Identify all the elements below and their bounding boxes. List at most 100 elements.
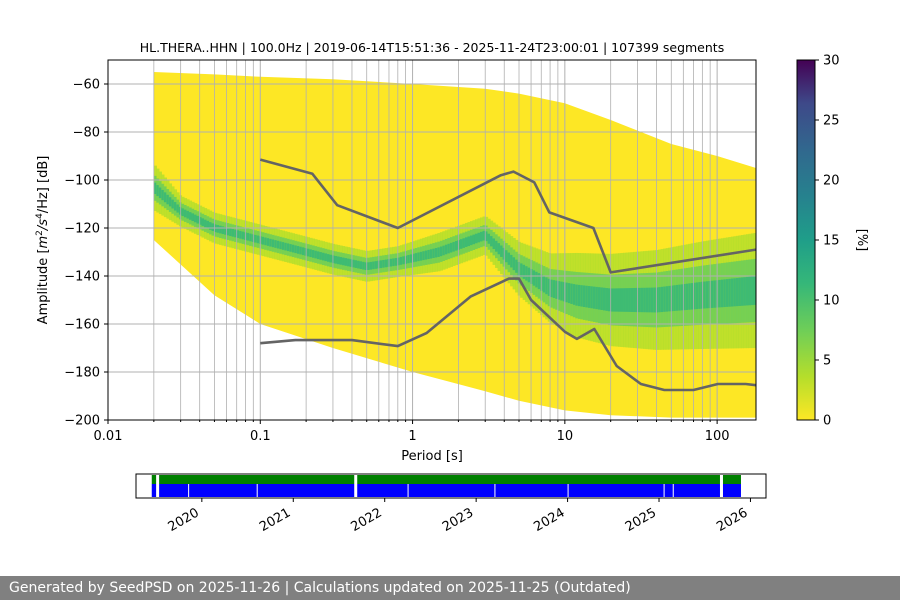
- density-cell: [226, 227, 230, 236]
- density-cell: [713, 280, 717, 308]
- density-cell: [206, 220, 210, 229]
- density-cell: [274, 240, 278, 248]
- availability-minor-gap: [407, 484, 409, 497]
- density-cell: [397, 257, 401, 266]
- density-cell: [279, 241, 283, 250]
- density-cell: [264, 237, 268, 246]
- availability-tick-label: 2021: [257, 505, 293, 535]
- density-cell: [693, 282, 697, 310]
- availability-minor-gap: [494, 484, 496, 497]
- density-cell: [191, 213, 195, 222]
- density-cell: [309, 249, 313, 258]
- density-cell: [209, 222, 213, 230]
- y-tick-label: −200: [64, 414, 100, 429]
- density-cell: [510, 254, 514, 268]
- density-cell: [623, 288, 627, 312]
- density-cell: [219, 225, 223, 234]
- x-tick-label: 1: [408, 429, 416, 444]
- density-cell: [201, 218, 205, 227]
- density-cell: [211, 223, 215, 232]
- density-cell: [399, 256, 403, 265]
- density-cell: [600, 287, 604, 310]
- density-cell: [610, 288, 614, 312]
- density-cell: [352, 259, 356, 268]
- x-ticks: 0.01 0.1 1 10 100: [94, 420, 730, 444]
- density-cell: [171, 199, 175, 209]
- density-cell: [595, 286, 599, 310]
- density-cell: [643, 287, 647, 313]
- plot-frame: [107, 59, 757, 421]
- density-cell: [515, 259, 519, 273]
- density-cell: [670, 285, 674, 312]
- density-cell: [291, 244, 295, 253]
- density-cell: [389, 258, 393, 267]
- density-cell: [331, 255, 336, 264]
- density-cell: [550, 279, 554, 298]
- y-tick-label: −120: [64, 222, 100, 237]
- y-label-exp1: 2: [35, 230, 45, 236]
- y-tick-label: −100: [64, 174, 100, 189]
- density-cell: [434, 248, 438, 258]
- x-tick-label: 0.1: [250, 429, 271, 444]
- density-cell: [725, 279, 729, 307]
- density-cell: [417, 252, 421, 262]
- density-cell: [537, 273, 541, 290]
- density-cell: [357, 260, 361, 269]
- colorbar: 0 5 10 15 20 25 30 [%]: [796, 54, 869, 429]
- density-cell: [552, 280, 556, 298]
- density-cell: [705, 281, 709, 309]
- density-cell: [658, 287, 662, 313]
- density-cell: [582, 285, 586, 307]
- density-cell: [364, 262, 368, 271]
- density-cell: [296, 246, 300, 254]
- density-cell: [193, 214, 198, 223]
- availability-tick-label: 2024: [531, 505, 567, 535]
- y-label-pre: Amplitude [: [36, 248, 51, 324]
- y-tick-label: −140: [64, 270, 100, 285]
- availability-minor-gap: [567, 484, 569, 497]
- density-cell: [730, 278, 735, 307]
- density-cell: [743, 277, 747, 306]
- availability-minor-gap: [256, 484, 258, 497]
- density-cell: [688, 283, 692, 310]
- density-cell: [655, 287, 659, 313]
- density-cell: [166, 194, 170, 205]
- density-cell: [673, 285, 677, 311]
- density-cell: [429, 249, 433, 259]
- density-cell: [532, 270, 536, 286]
- density-cell: [404, 255, 408, 264]
- density-cell: [620, 288, 624, 312]
- density-cell: [153, 182, 157, 194]
- density-cell: [753, 276, 756, 305]
- density-cell: [597, 287, 602, 310]
- density-cell: [612, 288, 617, 312]
- density-cell: [261, 236, 265, 245]
- density-cell: [281, 242, 285, 250]
- density-cell: [269, 238, 273, 247]
- availability-blue-band: [151, 484, 741, 497]
- density-cell: [186, 210, 190, 219]
- density-cell: [703, 281, 707, 309]
- density-cell: [256, 235, 260, 244]
- density-cell: [163, 192, 167, 203]
- density-cell: [359, 261, 363, 269]
- density-cell: [565, 282, 569, 303]
- ppsd-figure: HL.THERA..HHN | 100.0Hz | 2019-06-14T15:…: [35, 40, 869, 535]
- density-cell: [427, 249, 431, 260]
- density-cell: [615, 288, 619, 312]
- density-cell: [492, 238, 496, 250]
- density-cell: [299, 246, 303, 255]
- density-cell: [710, 280, 714, 308]
- density-cell: [490, 236, 494, 247]
- density-cell: [382, 259, 386, 268]
- density-cell: [633, 287, 637, 313]
- density-cell: [630, 288, 634, 312]
- availability-year-ticks: 2020 2021 2022 2023 2024 2025 2026: [166, 498, 751, 535]
- density-cell: [294, 245, 298, 254]
- density-cell: [602, 287, 607, 311]
- density-cell: [362, 261, 366, 270]
- density-cell: [590, 286, 594, 309]
- density-cell: [587, 286, 592, 308]
- availability-gap: [156, 475, 160, 497]
- density-cell: [349, 259, 353, 267]
